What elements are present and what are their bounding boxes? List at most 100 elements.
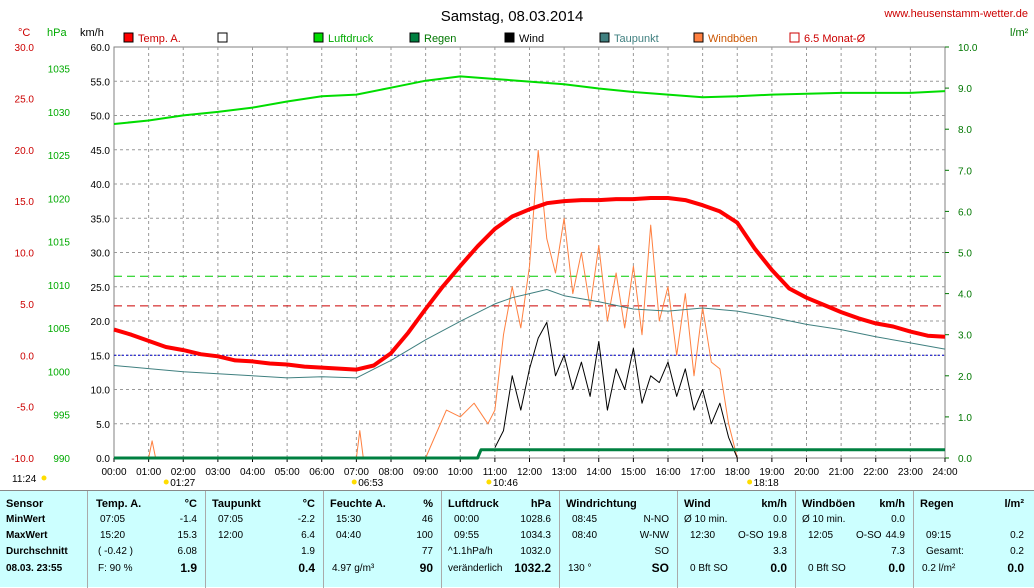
gust-max-dir: O-SO <box>856 530 882 541</box>
legend-label: 6.5 Monat-Ø <box>804 33 866 45</box>
temp-tick-label: 10.0 <box>15 249 35 260</box>
legend-swatch <box>217 32 228 43</box>
plot-area <box>113 75 946 460</box>
legend-swatch <box>409 32 420 43</box>
press-min: 1028.6 <box>520 514 551 525</box>
kmh-tick-label: 10.0 <box>91 386 111 397</box>
wind-max-dir: O-SO <box>738 530 764 541</box>
kmh-tick-label: 45.0 <box>91 146 111 157</box>
sun-marker-label: 06:53 <box>358 478 383 489</box>
temp-current: 1.9 <box>180 561 197 575</box>
hdr-rain: Regen <box>920 498 954 510</box>
hum-max: 100 <box>416 530 433 541</box>
press-trend: ^1.1hPa/h <box>448 546 493 557</box>
legend-swatch <box>693 32 704 43</box>
unit-hpa: hPa <box>47 27 67 39</box>
temp-max-time: 15:20 <box>100 530 126 541</box>
axes: 00:00 01:00 02:00 03:00 04:00 05:00 06:00 07:00… <box>11 43 978 489</box>
rain-tick-label: 5.0 <box>958 249 972 260</box>
sun-marker-label: 10:46 <box>493 478 518 489</box>
gust-bft: 0 Bft SO <box>808 563 846 574</box>
wind-min: 0.0 <box>773 514 787 525</box>
temp-avg-note: ( -0.42 ) <box>98 546 134 557</box>
wind-min-label: Ø 10 min. <box>684 514 728 525</box>
temp-tick-label: -5.0 <box>17 403 35 414</box>
hum-min: 46 <box>421 514 433 525</box>
dir-degrees: 130 ° <box>568 563 592 574</box>
dir-current: SO <box>651 561 669 575</box>
x-tick-label: 05:00 <box>275 467 300 478</box>
dew-max-time: 12:00 <box>218 530 244 541</box>
wind-bft: 0 Bft SO <box>690 563 728 574</box>
press-max: 1034.3 <box>520 530 551 541</box>
series-wind <box>494 321 738 459</box>
kmh-tick-label: 0.0 <box>96 454 110 465</box>
hpa-tick-label: 1020 <box>48 194 71 205</box>
hpa-tick-label: 1030 <box>48 108 71 119</box>
series-regen <box>114 448 945 460</box>
hdr-dew: Taupunkt <box>212 498 261 510</box>
kmh-tick-label: 35.0 <box>91 214 111 225</box>
x-tick-label: 15:00 <box>621 467 646 478</box>
legend-label: Regen <box>424 33 456 45</box>
x-tick-label: 21:00 <box>829 467 854 478</box>
legend-label: Temp. A. <box>138 33 181 45</box>
wind-max: 19.8 <box>767 530 787 541</box>
dir-min: N-NO <box>643 514 669 525</box>
row-avg: Durchschnitt <box>6 546 68 557</box>
dew-avg: 1.9 <box>301 546 315 557</box>
kmh-tick-label: 55.0 <box>91 77 111 88</box>
wind-avg: 3.3 <box>773 546 787 557</box>
legend-swatch <box>789 32 800 43</box>
rain-tick-label: 10.0 <box>958 43 978 54</box>
temp-tick-label: 15.0 <box>15 197 35 208</box>
hdr-temp: Temp. A. <box>96 498 142 510</box>
hpa-tick-label: 995 <box>53 411 70 422</box>
temp-min: -1.4 <box>179 514 197 525</box>
dew-min: -2.2 <box>297 514 315 525</box>
unit-gust: km/h <box>879 498 905 510</box>
temp-avg: 6.08 <box>177 546 197 557</box>
grid <box>113 46 946 459</box>
wind-max-time: 12:30 <box>690 530 716 541</box>
gust-current: 0.0 <box>888 561 905 575</box>
date-now: 08.03. 23:55 <box>6 563 63 574</box>
site-url[interactable]: www.heusenstamm-wetter.de <box>883 8 1028 20</box>
dew-current: 0.4 <box>298 561 315 575</box>
temp-min-time: 07:05 <box>100 514 126 525</box>
rain-daily: 0.2 l/m² <box>922 563 956 574</box>
dew-min-time: 07:05 <box>218 514 244 525</box>
temp-max: 15.3 <box>177 530 197 541</box>
x-tick-label: 01:00 <box>136 467 161 478</box>
x-tick-label: 13:00 <box>552 467 577 478</box>
rain-total-label: Gesamt: <box>926 546 964 557</box>
gust-min: 0.0 <box>891 514 905 525</box>
x-tick-label: 22:00 <box>863 467 888 478</box>
press-avg: 1032.0 <box>520 546 551 557</box>
x-tick-label: 04:00 <box>240 467 265 478</box>
kmh-tick-label: 60.0 <box>91 43 111 54</box>
hpa-tick-label: 1010 <box>48 281 71 292</box>
gust-max-time: 12:05 <box>808 530 834 541</box>
sun-marker-dot <box>41 475 47 481</box>
gust-min-label: Ø 10 min. <box>802 514 846 525</box>
legend-swatch <box>599 32 610 43</box>
x-tick-label: 02:00 <box>171 467 196 478</box>
x-tick-label: 08:00 <box>378 467 403 478</box>
x-tick-label: 09:00 <box>413 467 438 478</box>
rain-tick-label: 0.0 <box>958 454 972 465</box>
hdr-wind: Wind <box>684 498 711 510</box>
hum-max-time: 04:40 <box>336 530 362 541</box>
unit-dew: °C <box>302 498 315 510</box>
rain-current: 0.0 <box>1007 561 1024 575</box>
kmh-tick-label: 15.0 <box>91 351 111 362</box>
hdr-press: Luftdruck <box>448 498 499 510</box>
hpa-tick-label: 1035 <box>48 65 71 76</box>
col-wind: Wind km/h Ø 10 min. 0.0 12:30 O-SO 19.8 … <box>678 491 796 588</box>
legend-label: Windböen <box>708 33 758 45</box>
col-rain: Regen l/m² 09:15 0.2 Gesamt: 0.2 0.2 l/m… <box>914 491 1034 588</box>
x-tick-label: 24:00 <box>932 467 957 478</box>
rain-total: 0.2 <box>1010 546 1024 557</box>
legend-swatch <box>504 32 515 43</box>
x-tick-label: 10:00 <box>448 467 473 478</box>
